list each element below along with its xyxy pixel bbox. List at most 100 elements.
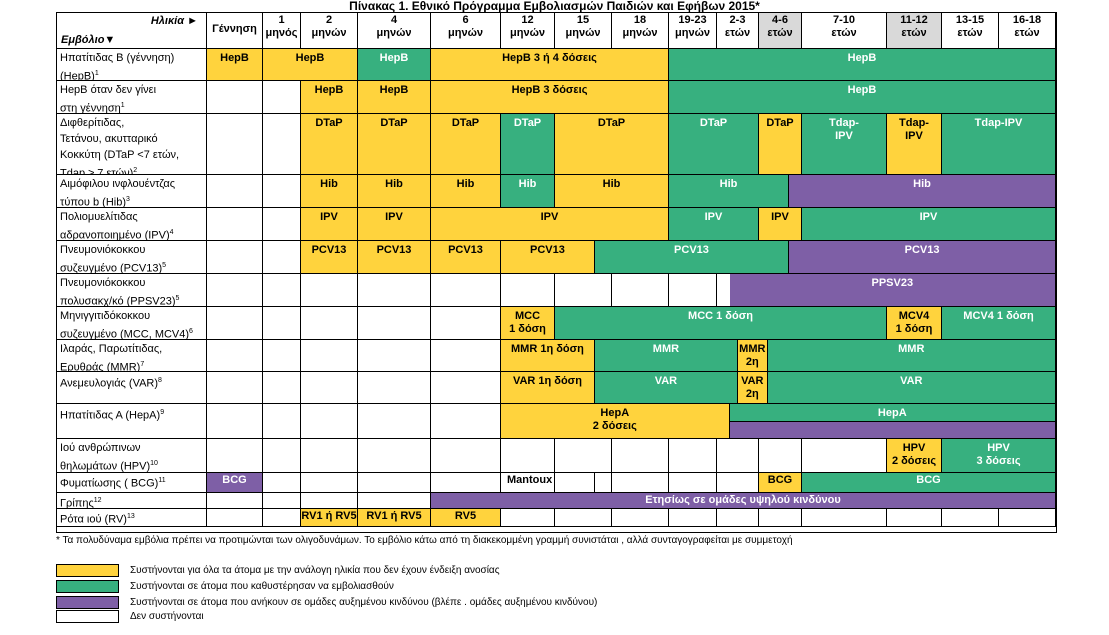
empty-cell — [263, 208, 301, 241]
age-header-line: μηνός — [265, 27, 298, 39]
vaccine-label-line: Ιλαράς, Παρωτίτιδας, — [60, 343, 163, 355]
schedule-bar: HepA — [729, 404, 1056, 422]
bar-text: HepB — [295, 52, 325, 64]
empty-cell — [802, 439, 887, 473]
vaccine-label-line: Γρίπης12 — [60, 497, 102, 509]
bar-text: DTaP — [380, 117, 408, 129]
schedule-bar: Ετησίως σε ομάδες υψηλού κινδύνου — [431, 493, 1056, 509]
vaccine-label: Ιλαράς, Παρωτίτιδας, Ερυθράς (MMR)7 — [57, 340, 207, 372]
age-header-0: Γέννηση — [207, 13, 263, 49]
empty-cell — [431, 274, 501, 307]
empty-cell — [887, 509, 942, 527]
age-header-line: 15 — [576, 14, 590, 26]
vaccine-label: Ηπατίτιδας Α (HepA)9 — [57, 404, 207, 439]
footnote-ref: 3 — [126, 196, 130, 203]
empty-cell — [431, 307, 501, 340]
empty-cell — [301, 404, 358, 439]
age-header-line: 7-10 — [832, 14, 856, 26]
empty-cell — [358, 340, 431, 372]
age-header-3: 4 μηνών — [358, 13, 431, 49]
age-header-6: 15 μηνών — [555, 13, 612, 49]
footnote-ref: 1 — [120, 102, 125, 109]
footnote-ref: 7 — [140, 361, 145, 368]
empty-cell — [501, 274, 555, 307]
bar-text: DTaP — [315, 117, 343, 129]
empty-cell — [207, 175, 263, 208]
age-header-2: 2 μηνών — [301, 13, 358, 49]
vaccine-label-line: Ανεμευλογιάς (VAR)8 — [60, 377, 162, 390]
age-header-line: μηνών — [448, 27, 483, 39]
bar-text: IPV — [905, 130, 923, 142]
empty-cell — [263, 372, 301, 404]
bar-text: MCV4 1 δόση — [963, 310, 1034, 322]
empty-cell — [431, 404, 501, 439]
empty-cell — [263, 274, 301, 307]
bar-text: IPV — [540, 211, 559, 223]
empty-cell — [669, 509, 717, 527]
empty-cell — [207, 439, 263, 473]
vaccine-label-line: Ερυθράς (MMR)7 — [60, 361, 145, 372]
empty-cell — [301, 473, 358, 493]
schedule-bar: BCG — [802, 473, 1056, 493]
bar-text: IPV — [771, 211, 789, 223]
empty-cell — [207, 208, 263, 241]
vaccine-label: Μηνιγγιτιδόκοκκου συζευγμένο (MCC, MCV4)6 — [57, 307, 207, 340]
empty-cell — [999, 509, 1056, 527]
bar-text: IPV — [835, 130, 853, 142]
bar-text: BCG — [916, 474, 941, 486]
empty-cell — [207, 404, 263, 439]
vaccine-label-line: HepB όταν δεν γίνει — [60, 84, 157, 96]
vaccine-label-line: Πνευμονιόκοκκου — [60, 244, 146, 256]
vaccine-label: Πνευμονιόκοκκου συζευγμένο (PCV13)5 — [57, 241, 207, 274]
immunization-schedule-table: Ηλικία ► Εμβόλιο▼ Γέννηση 1 μηνός 2 μηνών 4 μη… — [56, 12, 1057, 533]
bar-text: Hib — [456, 178, 475, 190]
empty-cell — [263, 439, 301, 473]
bar-text: Hib — [518, 178, 537, 190]
empty-cell — [207, 274, 263, 307]
footnote-ref: 6 — [189, 328, 193, 335]
empty-cell — [207, 509, 263, 527]
vaccine-label-line: Αιμόφιλου ινφλουέντζας — [60, 178, 176, 190]
schedule-bar: HPV 2 δόσεις — [887, 439, 942, 473]
schedule-bar: PCV13 — [789, 241, 1056, 274]
schedule-bar: HepB — [301, 81, 358, 114]
empty-cell — [612, 509, 669, 527]
bar-text: HepA — [600, 407, 630, 419]
bar-text: 2 δόσεις — [891, 455, 937, 467]
bar-text: MCC 1 δόση — [688, 310, 753, 322]
schedule-bar: IPV — [301, 208, 358, 241]
bar-text: HepB — [220, 52, 249, 64]
vaccine-label-line: αδρανοποιημένο (IPV)4 — [60, 229, 174, 241]
bar-text: HPV — [902, 442, 926, 454]
legend-item: Δεν συστήνονται — [56, 610, 756, 624]
schedule-bar: HepB — [358, 81, 431, 114]
bar-text: PCV13 — [376, 244, 412, 256]
age-header-14: 16-18 ετών — [999, 13, 1056, 49]
vaccine-label-line: (HepB)1 — [60, 70, 99, 81]
empty-cell — [301, 493, 358, 509]
empty-cell — [669, 274, 717, 307]
bar-text: PCV13 — [311, 244, 347, 256]
schedule-bar: RV1 ή RV5 — [358, 509, 431, 527]
schedule-bar: Hib — [358, 175, 431, 208]
legend-text: Συστήνονται για όλα τα άτομα με την ανάλ… — [130, 565, 500, 576]
age-header-line: 4-6 — [772, 14, 788, 26]
empty-cell — [431, 340, 501, 372]
vaccine-label-line: Φυματίωσης ( BCG)11 — [60, 477, 166, 490]
empty-cell — [669, 439, 717, 473]
bar-text: PCV13 — [904, 244, 940, 256]
age-header-line: 2-3 — [729, 14, 746, 26]
empty-cell — [207, 307, 263, 340]
bar-text: MCC — [514, 310, 541, 322]
bar-text: MMR — [652, 343, 680, 355]
bar-text: DTaP — [766, 117, 794, 129]
age-header-1: 1 μηνός — [263, 13, 301, 49]
age-header-line: ετών — [831, 27, 857, 39]
bar-text: 2η — [745, 356, 759, 368]
schedule-bar: MCV4 1 δόση — [942, 307, 1056, 340]
table-title: Πίνακας 1. Εθνικό Πρόγραμμα Εμβολιασμών … — [349, 0, 760, 13]
empty-cell — [431, 372, 501, 404]
schedule-bar: IPV — [358, 208, 431, 241]
vaccine-label: Ιού ανθρώπινων θηλωμάτων (HPV)10 — [57, 439, 207, 473]
empty-cell — [555, 439, 612, 473]
